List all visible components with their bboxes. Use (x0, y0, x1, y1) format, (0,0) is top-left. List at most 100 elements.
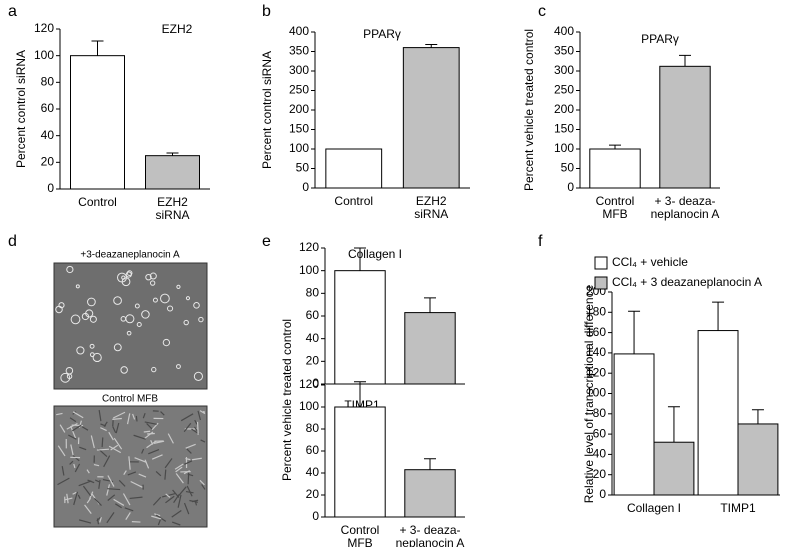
bar (70, 55, 125, 190)
y-tick-label: 80 (41, 75, 55, 89)
chart-title: EZH2 (162, 22, 193, 36)
bar (737, 423, 779, 496)
y-tick-label: 150 (554, 122, 574, 136)
cell (134, 457, 147, 463)
y-tick-label: 250 (289, 83, 309, 97)
chart-title: Collagen I (348, 247, 402, 261)
micrograph (53, 262, 208, 390)
y-tick-label: 400 (554, 24, 574, 38)
bar (589, 148, 641, 189)
cell (199, 410, 206, 415)
y-tick-label: 200 (554, 102, 574, 116)
y-tick-label: 140 (586, 345, 606, 359)
y-axis-label: Percent control siRNA (14, 50, 28, 168)
y-tick-label: 60 (41, 101, 55, 115)
cell (152, 297, 158, 303)
bar (145, 155, 200, 190)
cell (61, 466, 65, 476)
cell (193, 371, 203, 381)
image-caption: Control MFB (102, 394, 158, 405)
cell (99, 517, 102, 523)
cell (138, 473, 147, 478)
y-tick-label: 20 (306, 354, 320, 368)
cell (174, 463, 184, 470)
x-tick-label: siRNA (414, 207, 448, 221)
y-tick-label: 40 (306, 465, 320, 479)
cell (151, 454, 163, 460)
cell (196, 421, 199, 435)
cell (82, 485, 92, 497)
cell (124, 507, 134, 512)
cell (180, 413, 194, 422)
bar (325, 148, 383, 189)
cell (149, 272, 157, 280)
y-tick-label: 40 (306, 331, 320, 345)
cell (66, 422, 78, 430)
cell (100, 427, 107, 432)
legend-swatch (594, 276, 608, 290)
x-tick-label: EZH2 (416, 194, 447, 208)
cell (146, 423, 154, 431)
cell (90, 435, 95, 449)
cell (129, 496, 143, 500)
y-tick-label: 120 (299, 377, 319, 391)
y-tick-label: 0 (302, 180, 309, 194)
cell (113, 498, 125, 506)
cell (126, 413, 131, 425)
y-tick-label: 100 (34, 48, 54, 62)
cell (198, 316, 204, 323)
cell (146, 440, 157, 449)
cell (73, 463, 76, 469)
cell (98, 409, 102, 422)
panel-label: f (538, 233, 543, 250)
chart-title: PPARγ (363, 27, 401, 41)
cell (112, 417, 122, 420)
x-tick-label: + 3- deaza- (654, 194, 715, 208)
cell (74, 463, 81, 473)
cell (115, 503, 122, 509)
cell (98, 479, 101, 489)
x-tick-label: Control (78, 195, 117, 209)
cell (107, 475, 115, 487)
cell (197, 410, 202, 421)
bar (402, 47, 460, 189)
y-tick-label: 120 (586, 365, 606, 379)
cell (186, 448, 192, 454)
cell (66, 493, 69, 504)
error-bar (712, 301, 725, 331)
cell (81, 426, 89, 431)
cell (68, 434, 77, 440)
cell (77, 494, 81, 499)
cell (151, 422, 159, 431)
y-tick-label: 0 (599, 487, 606, 501)
x-tick-label: neplanocin A (651, 207, 720, 221)
cell (165, 493, 171, 498)
cell (143, 431, 154, 440)
cell (76, 346, 85, 355)
cell (187, 472, 190, 485)
cell (162, 492, 176, 498)
cell (121, 277, 131, 287)
cell (141, 310, 150, 319)
error-bar (425, 43, 438, 48)
cell (64, 497, 73, 501)
cell (113, 343, 122, 352)
panel-label: d (8, 233, 17, 250)
cell (186, 485, 193, 497)
panel-label: e (262, 233, 271, 250)
cell (194, 419, 198, 425)
cell (189, 499, 198, 503)
cell (134, 303, 140, 309)
cell (69, 460, 74, 465)
error-bar (667, 406, 680, 443)
cell (107, 494, 116, 501)
error-bar (166, 152, 179, 156)
y-tick-label: 40 (41, 128, 55, 142)
x-tick-label: TIMP1 (720, 501, 756, 515)
error-bar (354, 381, 366, 407)
cell (93, 463, 100, 467)
error-bar (679, 54, 691, 67)
cell (59, 424, 66, 433)
cell (155, 470, 162, 477)
